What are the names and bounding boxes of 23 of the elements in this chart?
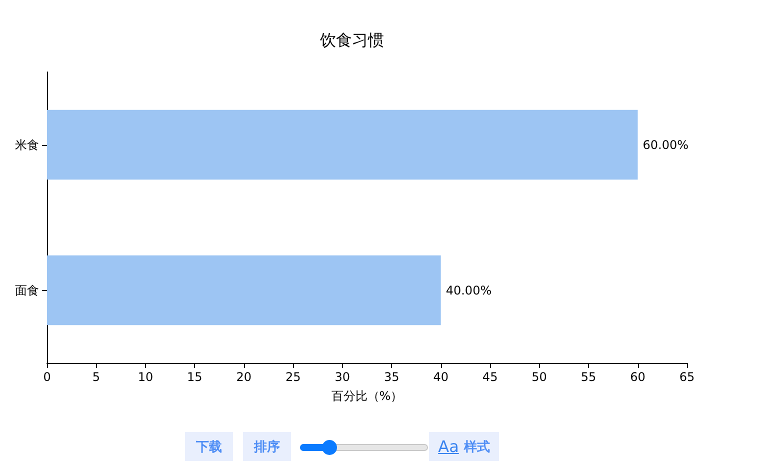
y-tick-label: 米食: [15, 138, 39, 152]
sort-button: 排序: [243, 432, 291, 461]
x-tick-label: 10: [138, 370, 154, 384]
x-tick-label: 25: [286, 370, 301, 384]
x-tick-label: 35: [384, 370, 400, 384]
download-button: 下载: [185, 432, 233, 461]
x-tick-label: 0: [43, 370, 51, 384]
x-tick-label: 15: [187, 370, 202, 384]
x-tick-label: 65: [679, 370, 695, 384]
x-tick-label: 45: [482, 370, 498, 384]
x-tick-label: 5: [92, 370, 100, 384]
y-tick-label: 面食: [15, 283, 39, 298]
x-tick-label: 20: [236, 370, 252, 384]
x-tick-label: 60: [630, 370, 646, 384]
x-tick-label: 55: [580, 370, 596, 384]
style-button: Aa 样式: [429, 432, 499, 461]
chart-title: 饮食习惯: [319, 30, 384, 50]
x-tick-label: 50: [532, 370, 547, 384]
data-label: 40.00%: [446, 283, 492, 298]
x-tick-label: 40: [433, 370, 448, 384]
data-label: 60.00%: [642, 138, 689, 152]
x-axis-title: 百分比（%）: [331, 389, 403, 403]
x-tick-label: 30: [334, 370, 350, 384]
